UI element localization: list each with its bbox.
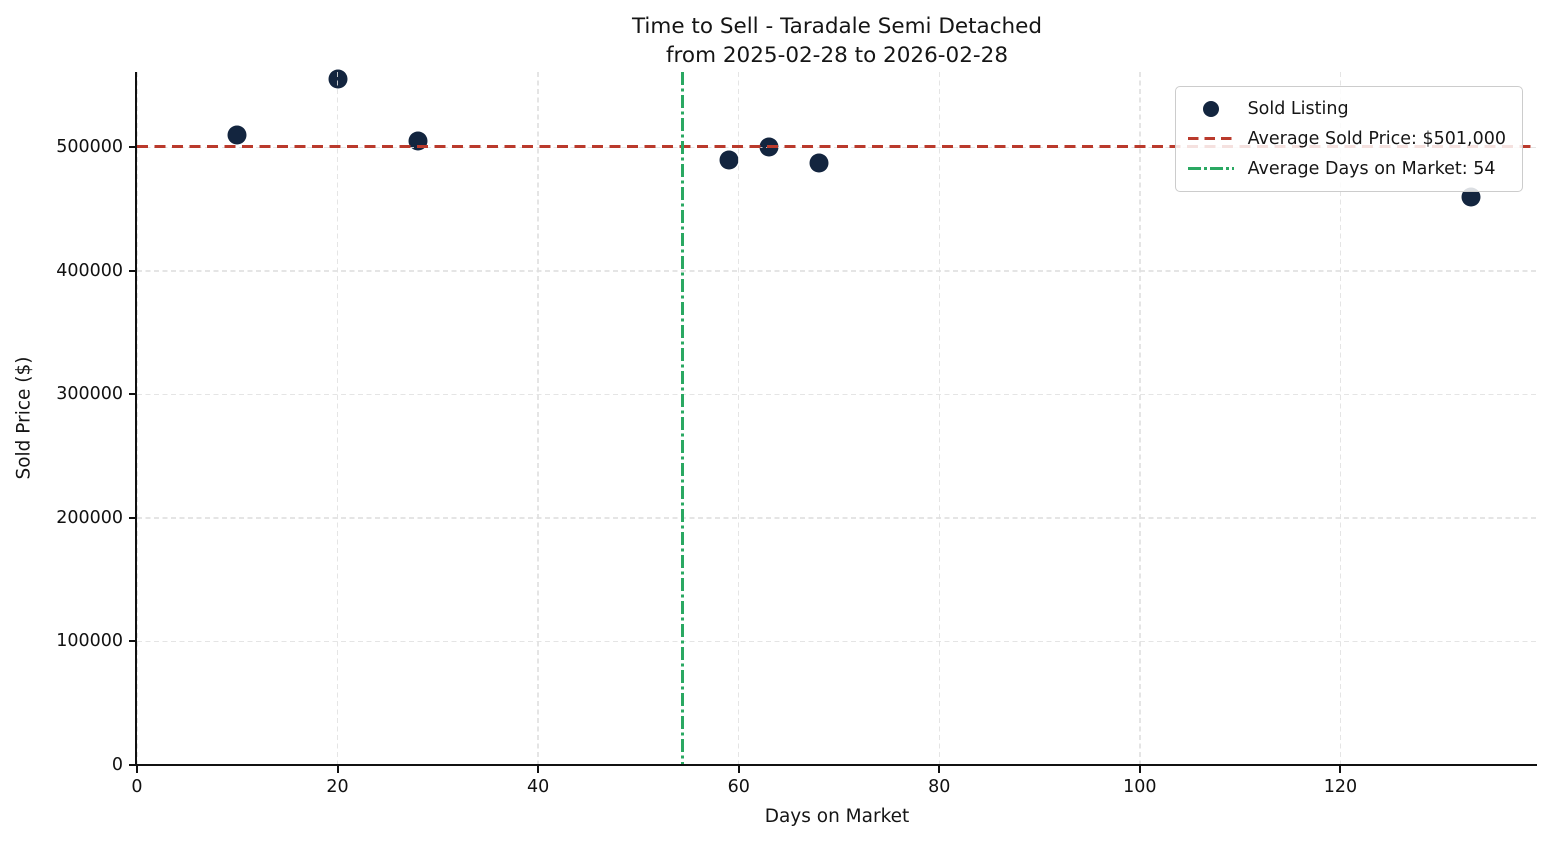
- x-tick-label: 0: [131, 777, 143, 797]
- x-tick-mark: [938, 765, 941, 773]
- y-tick-mark: [129, 640, 137, 643]
- dashed-line-icon: [1187, 137, 1234, 140]
- legend-item: Average Days on Market: 54: [1187, 156, 1506, 181]
- x-tick-label: 20: [326, 777, 349, 797]
- x-tick-label: 60: [727, 777, 750, 797]
- y-tick-mark: [129, 516, 137, 519]
- y-tick-mark: [129, 146, 137, 149]
- x-gridline: [1139, 72, 1141, 765]
- x-tick-mark: [1339, 765, 1342, 773]
- data-point: [719, 150, 739, 170]
- x-tick-mark: [737, 765, 740, 773]
- y-tick-label: 300000: [56, 384, 123, 405]
- legend-item: Average Sold Price: $501,000: [1187, 126, 1506, 151]
- x-tick-mark: [537, 765, 540, 773]
- y-gridline: [137, 393, 1537, 396]
- y-tick-mark: [129, 393, 137, 396]
- x-gridline: [336, 72, 339, 765]
- average-days-on-market-line: [681, 72, 685, 765]
- data-point: [809, 153, 829, 173]
- x-axis-spine: [135, 764, 1537, 766]
- chart-title-line1: Time to Sell - Taradale Semi Detached: [631, 14, 1043, 39]
- x-tick-label: 80: [928, 777, 951, 797]
- average-sold-price-line: [137, 144, 1537, 148]
- y-tick-mark: [129, 764, 137, 766]
- x-axis-label: Days on Market: [764, 806, 910, 827]
- legend: Sold Listing Average Sold Price: $501,000…: [1174, 86, 1523, 192]
- x-gridline: [537, 72, 539, 765]
- legend-marker-box: [1187, 167, 1234, 170]
- y-tick-mark: [129, 269, 137, 272]
- y-tick-label: 200000: [56, 507, 123, 528]
- y-gridline: [137, 517, 1537, 519]
- y-tick-label: 500000: [56, 137, 123, 158]
- legend-label: Sold Listing: [1247, 98, 1349, 119]
- x-tick-label: 40: [527, 777, 550, 797]
- x-tick-mark: [336, 765, 339, 773]
- x-tick-mark: [1138, 765, 1141, 773]
- y-axis-spine: [135, 72, 137, 766]
- legend-item: Sold Listing: [1188, 96, 1506, 121]
- x-gridline: [1339, 72, 1342, 765]
- y-gridline: [137, 640, 1537, 643]
- x-gridline: [938, 72, 940, 765]
- legend-label: Average Days on Market: 54: [1247, 158, 1496, 179]
- x-tick-label: 100: [1123, 777, 1157, 797]
- data-point: [227, 125, 247, 145]
- y-tick-label: 400000: [56, 260, 123, 281]
- legend-marker-box: [1188, 100, 1234, 117]
- x-tick-label: 120: [1323, 777, 1358, 797]
- y-gridline: [137, 270, 1537, 272]
- legend-marker-box: [1187, 137, 1234, 140]
- chart-title-line2: from 2025-02-28 to 2026-02-28: [665, 43, 1009, 68]
- dashdot-line-icon: [1187, 167, 1234, 170]
- sold-listing-dot-icon: [1202, 100, 1219, 117]
- legend-label: Average Sold Price: $501,000: [1247, 128, 1506, 149]
- y-tick-label: 100000: [56, 631, 123, 652]
- y-tick-label: 0: [111, 755, 123, 775]
- chart-title: Time to Sell - Taradale Semi Detached fr…: [137, 12, 1537, 70]
- x-gridline: [738, 72, 740, 765]
- data-point: [1461, 187, 1481, 207]
- x-tick-mark: [136, 765, 138, 773]
